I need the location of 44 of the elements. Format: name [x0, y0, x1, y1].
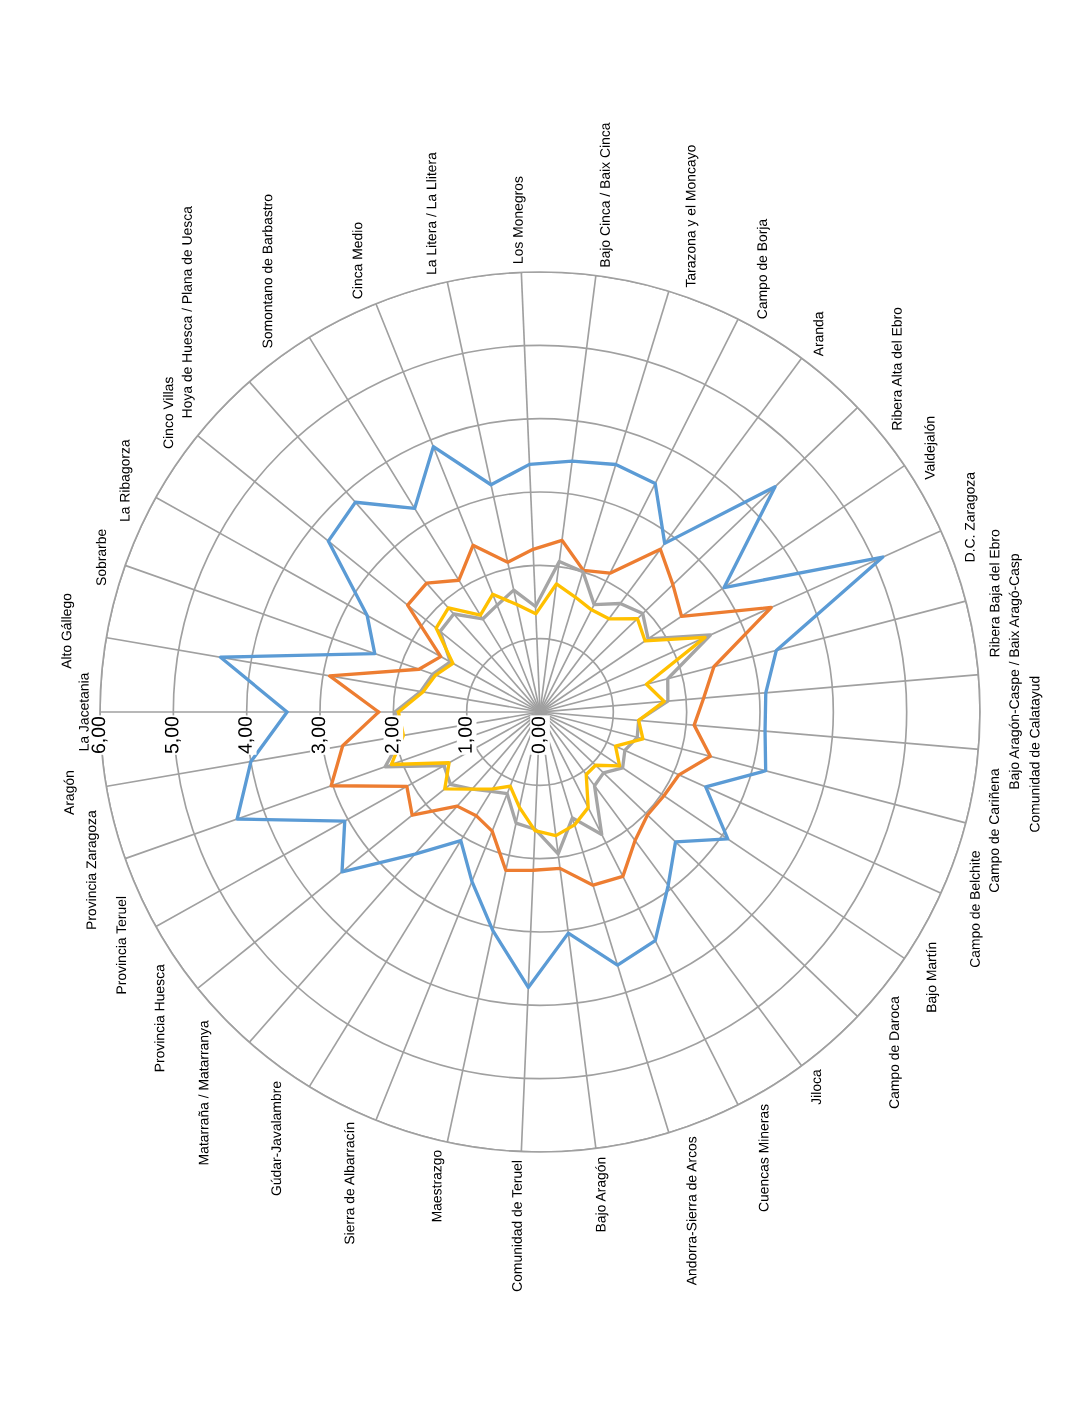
- spoke-label: Cinca Medio: [352, 222, 363, 299]
- spoke-label: Provincia Huesca: [154, 964, 165, 1072]
- spoke-label: Matarraña / Matarranya: [198, 1020, 212, 1165]
- spoke-label: Tarazona y el Moncayo: [685, 145, 699, 288]
- spoke-label: Valdejalón: [924, 416, 938, 480]
- spoke-label: Bajo Cinca / Baix Cinca: [599, 122, 613, 267]
- spoke-label: Bajo Aragón-Caspe / Baix Aragó-Casp: [1008, 554, 1022, 789]
- y-tick-label: 3,00: [311, 716, 328, 754]
- spoke-label: Ribera Baja del Ebro: [989, 529, 1003, 657]
- spoke-label: Cinco Villas: [163, 377, 174, 449]
- spoke-label: Sierra de Albarracín: [343, 1122, 355, 1245]
- y-tick-label: 6,00: [91, 716, 108, 754]
- spoke-label: Ribera Alta del Ebro: [891, 307, 902, 430]
- y-tick-label: 2,00: [384, 716, 401, 754]
- spoke-label: Campo de Borja: [756, 218, 770, 319]
- spoke-label: Campo de Daroca: [888, 996, 902, 1109]
- spoke-label: La Litera / La Llitera: [426, 152, 437, 274]
- spoke-label: D.C. Zaragoza: [964, 472, 978, 562]
- spoke-label: Aragón: [63, 771, 77, 815]
- spoke-label: Hoya de Huesca / Plana de Uesca: [181, 206, 195, 418]
- spoke-label: Andorra-Sierra de Arcos: [686, 1136, 697, 1286]
- y-tick-label: 0,00: [531, 716, 548, 754]
- spoke-label: Campo de Cariñena: [988, 768, 1002, 892]
- y-tick-label: 4,00: [238, 716, 255, 754]
- spoke-label: Comunidad de Calatayud: [1029, 676, 1043, 832]
- spoke-label: Comunidad de Teruel: [511, 1161, 522, 1292]
- spoke-label: Sobrarbe: [95, 529, 107, 586]
- spoke-label: Bajo Aragón: [595, 1157, 609, 1232]
- spoke-label: Cuencas Mineras: [758, 1104, 769, 1212]
- spoke-label: Jiloca: [810, 1069, 822, 1105]
- spoke-label: Maestrazgo: [431, 1150, 445, 1222]
- spoke-label: Bajo Martín: [925, 942, 940, 1012]
- spoke-label: La Jacetania: [78, 672, 89, 751]
- spoke-label: La Ribagorza: [119, 439, 133, 521]
- spoke-label: Los Monegros: [513, 176, 526, 263]
- spoke-label: Somontano de Barbastro: [262, 194, 273, 348]
- spoke-label: Provincia Zaragoza: [86, 810, 99, 929]
- spoke-label: Campo de Belchite: [969, 851, 983, 968]
- y-tick-label: 5,00: [164, 716, 181, 754]
- spoke-label: Alto Gállego: [61, 593, 75, 669]
- spoke-label: Provincia Teruel: [115, 896, 127, 994]
- y-tick-label: 1,00: [458, 716, 475, 753]
- spoke-label: Aranda: [813, 311, 824, 357]
- spoke-label: Gúdar-Javalambre: [270, 1081, 282, 1196]
